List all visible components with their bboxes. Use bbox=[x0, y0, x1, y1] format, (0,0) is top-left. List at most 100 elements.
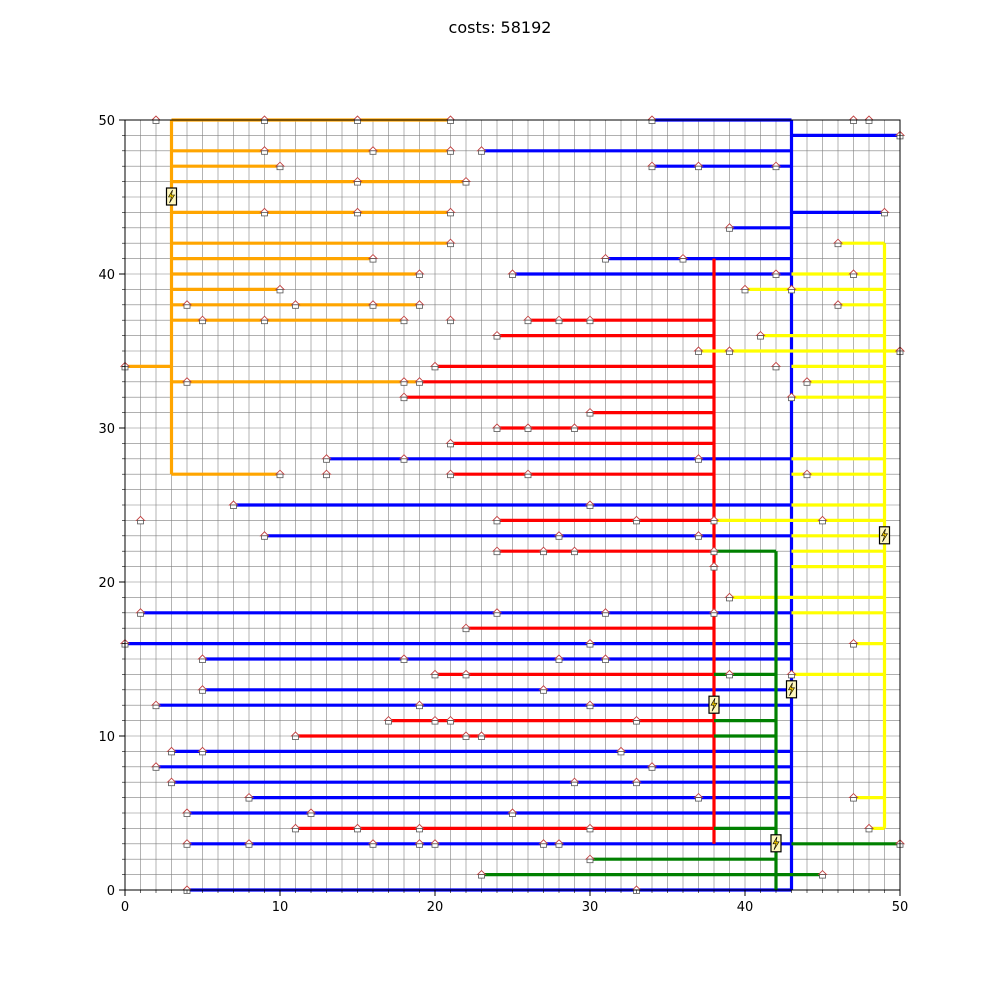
house-marker bbox=[801, 469, 813, 479]
house-roof bbox=[522, 423, 534, 429]
house-roof bbox=[367, 839, 379, 845]
house-marker bbox=[259, 146, 270, 155]
house-roof bbox=[507, 808, 518, 814]
house-marker bbox=[708, 546, 720, 556]
house-marker bbox=[708, 608, 720, 617]
house-marker bbox=[460, 623, 472, 633]
house-body bbox=[137, 612, 144, 617]
house-marker bbox=[801, 377, 813, 386]
house-roof bbox=[801, 469, 813, 475]
house-roof bbox=[646, 115, 658, 121]
power-station-icon bbox=[708, 695, 720, 714]
house-roof bbox=[491, 423, 503, 429]
house-marker bbox=[398, 654, 410, 663]
house-body bbox=[493, 612, 501, 617]
y-tick-label: 20 bbox=[98, 576, 115, 591]
house-marker bbox=[445, 315, 456, 325]
house-body bbox=[602, 658, 609, 663]
house-body bbox=[555, 319, 563, 325]
house-marker bbox=[414, 823, 425, 833]
house-body bbox=[292, 735, 299, 740]
house-body bbox=[276, 473, 284, 479]
house-body bbox=[462, 181, 470, 186]
house-body bbox=[447, 119, 454, 124]
house-roof bbox=[600, 253, 611, 260]
house-roof bbox=[259, 115, 270, 121]
house-body bbox=[323, 458, 330, 463]
house-marker bbox=[274, 284, 286, 294]
house-roof bbox=[398, 377, 410, 383]
x-tick-label: 40 bbox=[737, 900, 754, 915]
house-roof bbox=[739, 284, 751, 290]
house-marker bbox=[584, 854, 596, 864]
house-roof bbox=[615, 746, 627, 752]
house-roof bbox=[305, 808, 317, 814]
house-roof bbox=[274, 284, 286, 290]
house-roof bbox=[181, 377, 193, 383]
house-marker bbox=[708, 515, 720, 525]
house-body bbox=[493, 427, 501, 432]
house-body bbox=[850, 643, 857, 648]
house-marker bbox=[445, 207, 456, 217]
house-marker bbox=[414, 269, 425, 278]
house-body bbox=[431, 365, 439, 371]
house-marker bbox=[553, 654, 565, 663]
house-body bbox=[369, 258, 377, 263]
house-body bbox=[447, 211, 454, 217]
house-marker bbox=[584, 700, 596, 710]
house-body bbox=[710, 566, 718, 571]
house-marker bbox=[693, 161, 704, 171]
house-body bbox=[447, 720, 454, 725]
house-body bbox=[695, 165, 702, 171]
house-marker bbox=[693, 531, 704, 540]
house-body bbox=[803, 381, 811, 386]
house-marker bbox=[181, 300, 193, 309]
house-marker bbox=[491, 330, 503, 340]
house-marker bbox=[166, 777, 177, 787]
house-roof bbox=[445, 146, 456, 152]
house-roof bbox=[631, 715, 642, 722]
house-roof bbox=[491, 608, 503, 614]
house-roof bbox=[848, 269, 859, 275]
house-marker bbox=[879, 207, 890, 217]
house-roof bbox=[600, 608, 611, 614]
house-marker bbox=[398, 454, 410, 463]
house-roof bbox=[553, 654, 565, 660]
house-roof bbox=[476, 146, 487, 152]
house-marker bbox=[538, 546, 549, 556]
house-roof bbox=[352, 115, 363, 121]
house-roof bbox=[445, 115, 456, 121]
house-marker bbox=[321, 454, 332, 463]
house-roof bbox=[274, 161, 286, 167]
house-roof bbox=[429, 715, 441, 722]
house-marker bbox=[445, 146, 456, 155]
house-marker bbox=[460, 731, 472, 740]
house-body bbox=[602, 612, 609, 617]
house-body bbox=[695, 535, 702, 540]
house-body bbox=[633, 520, 640, 525]
house-roof bbox=[507, 269, 518, 275]
house-body bbox=[540, 843, 547, 848]
house-body bbox=[261, 150, 268, 155]
house-body bbox=[369, 843, 377, 848]
house-roof bbox=[414, 700, 425, 706]
house-body bbox=[245, 797, 253, 802]
house-body bbox=[679, 258, 687, 263]
house-roof bbox=[724, 346, 735, 352]
house-roof bbox=[181, 839, 193, 845]
house-marker bbox=[383, 715, 394, 725]
house-marker bbox=[786, 392, 797, 402]
house-body bbox=[586, 319, 594, 325]
house-marker bbox=[135, 608, 146, 617]
house-body bbox=[447, 150, 454, 155]
house-marker bbox=[274, 161, 286, 171]
house-roof bbox=[290, 731, 301, 737]
y-tick-label: 40 bbox=[98, 268, 115, 283]
house-body bbox=[292, 828, 299, 833]
house-body bbox=[183, 843, 191, 848]
house-body bbox=[540, 689, 547, 694]
house-body bbox=[710, 550, 718, 556]
house-body bbox=[199, 658, 206, 663]
house-body bbox=[230, 504, 237, 509]
house-marker bbox=[150, 762, 162, 771]
